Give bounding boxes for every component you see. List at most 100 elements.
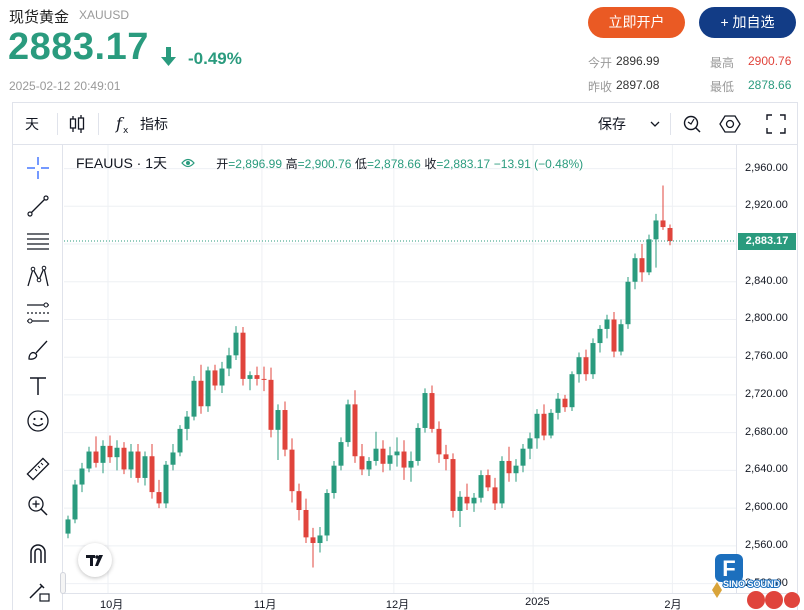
candle-body bbox=[660, 220, 666, 228]
candle-body bbox=[450, 459, 456, 511]
open-value: 2896.99 bbox=[616, 54, 660, 68]
legend-open: 2,896.99 bbox=[235, 157, 283, 171]
candle-body bbox=[646, 239, 652, 273]
candle-body bbox=[184, 416, 190, 429]
svg-text:x: x bbox=[123, 126, 129, 135]
candle-body bbox=[317, 535, 323, 544]
prev-close-value: 2897.08 bbox=[616, 78, 660, 92]
text-tool-icon[interactable] bbox=[25, 373, 51, 399]
candle-body bbox=[282, 410, 288, 450]
chart-toolbar: 天 f x 指标 保存 bbox=[13, 103, 797, 145]
add-watchlist-button[interactable]: + 加自选 bbox=[699, 7, 796, 38]
sinosound-logo: F SINO SOUND bbox=[712, 554, 800, 609]
candle-body bbox=[443, 454, 449, 460]
price-tick-label: 2,920.00 bbox=[745, 199, 788, 212]
open-label: 今开 bbox=[588, 56, 613, 70]
settings-icon[interactable] bbox=[719, 113, 741, 135]
last-price-label: 2,883.17 bbox=[738, 233, 796, 251]
crosshair-icon[interactable] bbox=[25, 155, 51, 181]
pattern-icon[interactable] bbox=[25, 264, 51, 290]
function-icon[interactable]: f x bbox=[115, 113, 133, 135]
candle-body bbox=[289, 449, 295, 492]
legend-symbol: FEAUUS · 1天 bbox=[76, 155, 168, 171]
svg-text:f: f bbox=[115, 114, 125, 133]
candle-body bbox=[534, 413, 540, 439]
candle-body bbox=[632, 258, 638, 282]
candle-body bbox=[163, 464, 169, 504]
quick-search-icon[interactable] bbox=[681, 113, 703, 135]
candle-body bbox=[100, 445, 106, 463]
candle-body bbox=[352, 404, 358, 457]
svg-text:SINO SOUND: SINO SOUND bbox=[723, 579, 781, 589]
price-tick-label: 2,800.00 bbox=[745, 312, 788, 325]
open-account-button[interactable]: 立即开户 bbox=[588, 7, 685, 38]
current-price: 2883.17 bbox=[8, 26, 149, 68]
prev-close-label: 昨收 bbox=[588, 80, 613, 94]
candle-body bbox=[240, 332, 246, 379]
candle-body bbox=[79, 468, 85, 485]
candle-body bbox=[121, 447, 127, 470]
scroll-handle[interactable] bbox=[60, 572, 66, 594]
candle-body bbox=[338, 442, 344, 466]
trend-line-icon[interactable] bbox=[25, 193, 51, 219]
candle-body bbox=[464, 496, 470, 504]
candle-body bbox=[520, 448, 526, 466]
interval-button[interactable]: 天 bbox=[25, 116, 39, 132]
candle-body bbox=[373, 448, 379, 461]
price-tick-label: 2,960.00 bbox=[745, 161, 788, 174]
eye-icon[interactable] bbox=[180, 157, 195, 169]
price-tick-label: 2,840.00 bbox=[745, 274, 788, 287]
candle-body bbox=[72, 484, 78, 520]
candle-body bbox=[576, 357, 582, 375]
candle-body bbox=[247, 375, 253, 379]
toolbar-divider bbox=[98, 113, 99, 135]
candle-body bbox=[436, 428, 442, 455]
legend-close: 2,883.17 bbox=[443, 157, 491, 171]
chart-widget: 天 f x 指标 保存 bbox=[12, 102, 798, 610]
legend-low: 2,878.66 bbox=[374, 157, 421, 171]
magnet-icon[interactable] bbox=[25, 541, 51, 567]
candle-body bbox=[492, 487, 498, 504]
candle-type-icon[interactable] bbox=[68, 113, 86, 135]
time-tick-label: 12月 bbox=[385, 599, 410, 610]
candle-body bbox=[128, 451, 134, 470]
candle-body bbox=[611, 319, 617, 352]
candle-body bbox=[408, 460, 414, 468]
candle-body bbox=[429, 393, 435, 429]
candle-body bbox=[590, 343, 596, 375]
candlestick-plot[interactable] bbox=[64, 145, 736, 593]
brush-icon[interactable] bbox=[25, 337, 51, 363]
pencil-lock-icon[interactable] bbox=[25, 577, 51, 603]
chevron-down-icon[interactable] bbox=[649, 113, 661, 135]
instrument-name: 现货黄金 bbox=[9, 9, 70, 26]
emoji-icon[interactable] bbox=[25, 408, 51, 434]
candle-body bbox=[345, 404, 351, 443]
fib-retracement-icon[interactable] bbox=[25, 300, 51, 326]
candle-body bbox=[331, 465, 337, 494]
ruler-icon[interactable] bbox=[25, 456, 51, 482]
fullscreen-icon[interactable] bbox=[765, 113, 787, 135]
price-axis[interactable]: 2,960.002,920.002,880.002,840.002,800.00… bbox=[736, 145, 797, 593]
candle-body bbox=[198, 380, 204, 407]
candle-body bbox=[114, 447, 120, 458]
time-tick-label: 2025 bbox=[525, 596, 550, 608]
candle-body bbox=[527, 438, 533, 449]
candle-body bbox=[639, 258, 645, 273]
candle-body bbox=[513, 465, 519, 474]
candle-body bbox=[275, 410, 281, 430]
candle-body bbox=[170, 452, 176, 465]
candle-body bbox=[107, 445, 113, 458]
candle-body bbox=[380, 448, 386, 464]
candle-body bbox=[135, 451, 141, 478]
price-tick-label: 2,640.00 bbox=[745, 463, 788, 476]
zoom-in-icon[interactable] bbox=[25, 493, 51, 519]
time-axis[interactable]: 10月11月12月20252月19 bbox=[64, 593, 797, 610]
horizontal-lines-icon[interactable] bbox=[25, 229, 51, 255]
candle-body bbox=[625, 281, 631, 325]
candle-body bbox=[415, 427, 421, 461]
candle-body bbox=[401, 451, 407, 468]
low-label: 最低 bbox=[710, 80, 735, 94]
save-button[interactable]: 保存 bbox=[598, 116, 626, 132]
indicators-button[interactable]: 指标 bbox=[140, 116, 168, 132]
tradingview-logo[interactable] bbox=[78, 543, 112, 577]
